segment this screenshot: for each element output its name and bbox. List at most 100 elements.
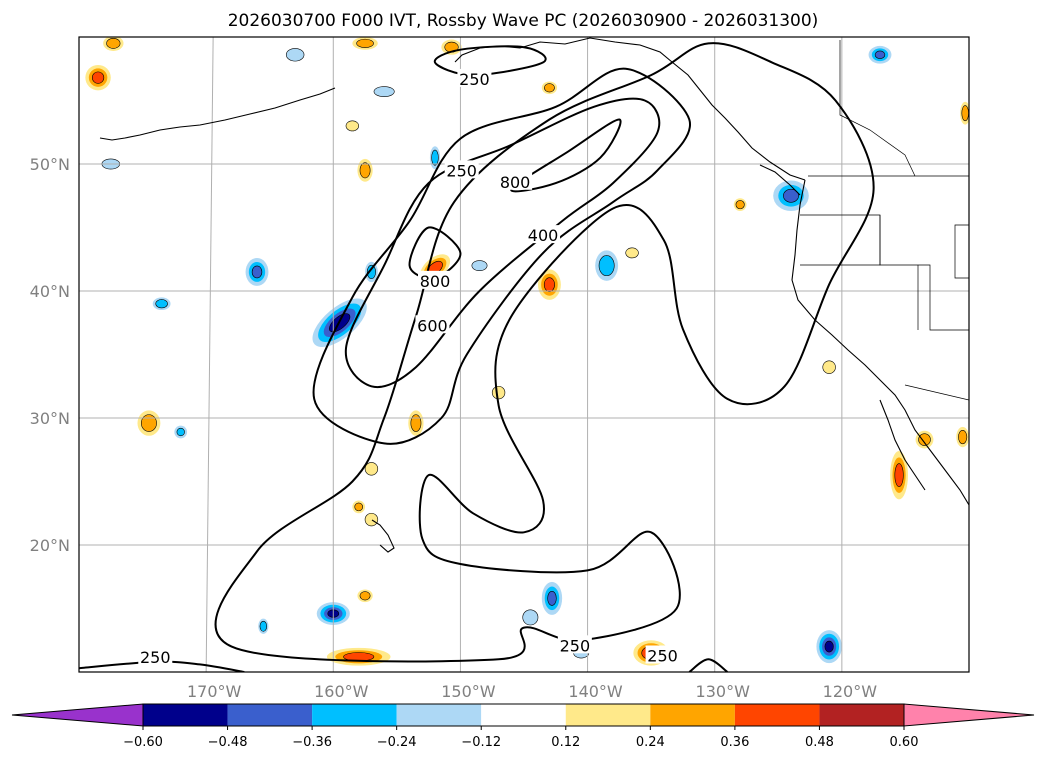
- pc-blob: [326, 647, 391, 666]
- pc-blob: [625, 247, 639, 259]
- contour-label: 250: [560, 636, 591, 655]
- lon-tick-label: 160°W: [314, 682, 369, 701]
- pc-blob: [595, 250, 619, 281]
- pc-blob: [537, 269, 561, 300]
- contour-label-gap: [645, 645, 680, 664]
- pc-blob: [357, 589, 373, 603]
- coastline-vancouver-island: [759, 164, 801, 196]
- pc-blob-level: [491, 385, 506, 400]
- contour-label: 600: [417, 316, 448, 335]
- ivt-contour-250: [688, 658, 729, 672]
- pc-blob-level: [141, 414, 157, 432]
- colorbar-box: [650, 704, 735, 726]
- gridlines: [79, 37, 969, 672]
- pc-blob-level: [259, 620, 268, 632]
- lat-tick-label: 40°N: [30, 282, 70, 301]
- map-background: [79, 37, 969, 672]
- pc-blob: [868, 45, 892, 64]
- pc-blob-level: [822, 360, 836, 374]
- pc-blob-level: [783, 188, 799, 203]
- pc-blob-level: [598, 255, 615, 277]
- ivt-contour-400: [312, 67, 692, 445]
- pc-blob: [364, 462, 379, 476]
- colorbar-ticks: −0.60 −0.48 −0.36 −0.24 −0.12 0.12 0.24 0.36 0.4…: [123, 726, 918, 750]
- pc-blob: [471, 260, 488, 271]
- pc-blob-level: [359, 162, 371, 179]
- pc-blob-level: [918, 433, 931, 446]
- coastline-baja: [879, 399, 926, 491]
- contour-label: 250: [446, 161, 477, 180]
- pc-blob-level: [410, 414, 422, 432]
- pc-blob: [733, 198, 747, 211]
- pc-blob: [152, 297, 171, 311]
- pc-blob: [137, 410, 161, 436]
- pc-blob: [408, 410, 424, 436]
- pc-blob-level: [364, 462, 379, 476]
- pc-blob: [956, 426, 969, 448]
- lon-tick-label: 130°W: [696, 682, 751, 701]
- colorbar-tick-label: 0.36: [720, 735, 749, 750]
- colorbar-box: [481, 704, 566, 726]
- coastline-hawaii: [371, 519, 395, 553]
- pc-blob: [365, 261, 378, 283]
- ivt-contour-250: [214, 42, 875, 663]
- colorbar-tick-label: −0.48: [208, 735, 248, 750]
- pc-blob: [541, 581, 563, 615]
- contour-labels: 250 250 800 400 800 600 250 250 250: [138, 68, 680, 667]
- contour-label-gap: [498, 171, 533, 190]
- colorbar-extend-low: [11, 703, 144, 727]
- pc-blob: [491, 385, 506, 400]
- pc-blob-level: [373, 86, 395, 97]
- colorbar-tick-label: 0.24: [636, 735, 665, 750]
- ivt-contours: [79, 42, 875, 672]
- pc-blob-level: [544, 83, 555, 93]
- chart-title: 2026030700 F000 IVT, Rossby Wave PC (202…: [228, 11, 819, 31]
- pc-blob-level: [824, 640, 834, 653]
- coastline-aleutians: [99, 87, 336, 141]
- pc-blob-level: [735, 200, 745, 210]
- pc-blob: [245, 257, 269, 286]
- contour-label-gap: [444, 160, 479, 179]
- colorbar-tick-label: 0.12: [551, 735, 580, 750]
- pc-blob-level: [106, 37, 121, 49]
- pc-blob-level: [522, 609, 539, 626]
- lon-tick-label: 120°W: [823, 682, 878, 701]
- pc-blob-level: [366, 264, 376, 280]
- pc-blob-level: [894, 463, 904, 487]
- pc-blob: [522, 609, 539, 626]
- pc-blob-level: [961, 105, 969, 122]
- contour-label-gap: [418, 270, 452, 289]
- contour-label: 400: [528, 226, 559, 245]
- pc-blob-level: [251, 265, 263, 279]
- pc-blob-level: [91, 71, 105, 84]
- colorbar-box: [396, 704, 482, 726]
- pc-blob: [364, 512, 379, 527]
- contour-label-gap: [457, 68, 492, 87]
- pc-blob: [357, 158, 373, 182]
- pc-blob-level: [874, 50, 886, 59]
- contour-label: 800: [500, 173, 531, 192]
- pc-blob-level: [285, 48, 305, 62]
- pc-blob: [429, 146, 441, 170]
- colorbar-tick-label: 0.48: [805, 735, 834, 750]
- colorbar: [11, 703, 1035, 727]
- pc-blob: [915, 430, 934, 449]
- contour-label: 250: [140, 648, 171, 667]
- pc-blob: [960, 101, 969, 125]
- contour-label: 250: [459, 70, 490, 89]
- contour-label-gap: [526, 225, 561, 244]
- colorbar-box: [734, 704, 820, 726]
- colorbar-tick-label: −0.12: [461, 735, 501, 750]
- contour-label-gap: [557, 635, 592, 654]
- pc-blob-level: [345, 120, 360, 132]
- pc-blob: [816, 630, 842, 664]
- colorbar-tick-label: −0.36: [292, 735, 332, 750]
- pc-blob: [352, 37, 378, 50]
- pc-blob: [541, 81, 558, 95]
- pc-blob: [85, 64, 111, 91]
- lon-tick-label: 170°W: [187, 682, 242, 701]
- pc-blob-level: [364, 512, 379, 527]
- pc-blob-level: [431, 149, 439, 166]
- lon-tick-label: 140°W: [568, 682, 623, 701]
